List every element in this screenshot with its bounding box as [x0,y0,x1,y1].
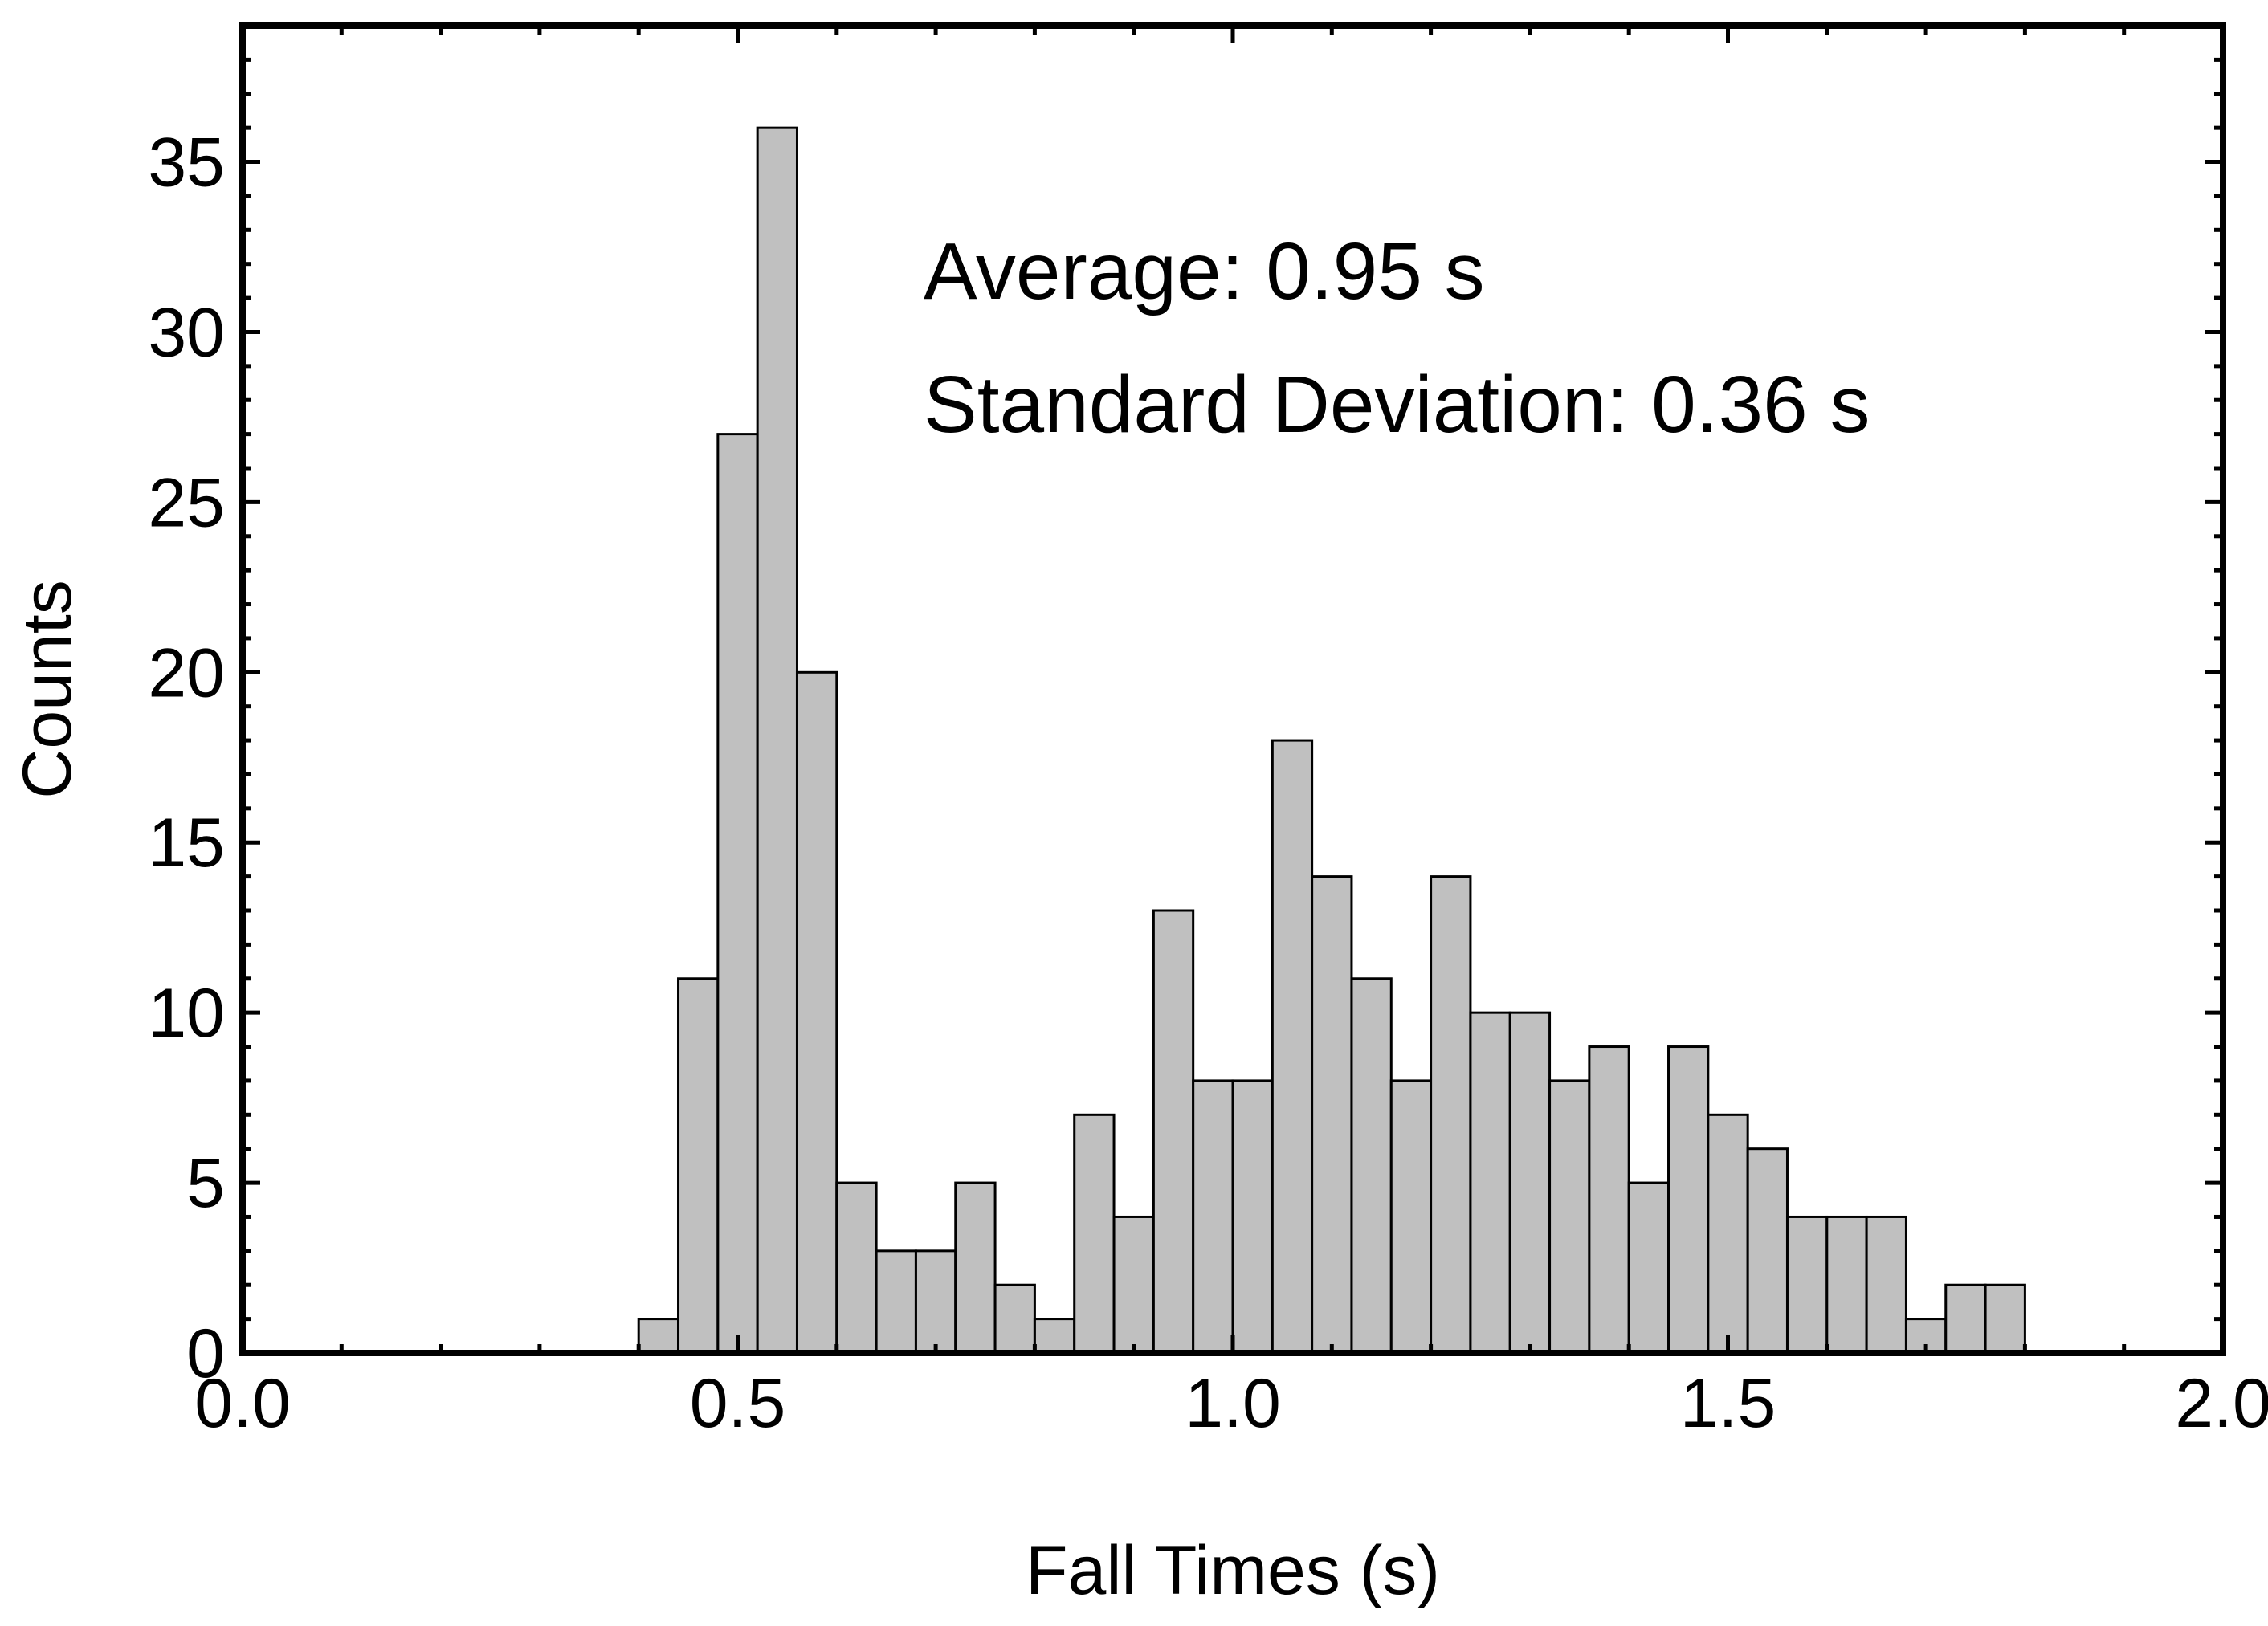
annotation-standard-deviation: Standard Deviation: 0.36 s [924,360,1870,450]
annotation-average: Average: 0.95 s [924,226,1485,316]
histogram-bar-10 [1033,1318,1076,1355]
x-tick-label: 2.0 [2175,1365,2268,1442]
histogram-bar-15 [1231,1079,1274,1355]
x-tick-label: 1.5 [1680,1365,1776,1442]
histogram-bar-25 [1627,1181,1670,1355]
histogram-bar-4 [795,670,838,1355]
histogram-bar-20 [1430,875,1472,1355]
histogram-bar-19 [1389,1079,1433,1355]
histogram-bar-18 [1350,977,1393,1355]
histogram-bar-5 [835,1181,878,1355]
histogram-bar-0 [637,1318,680,1355]
y-tick-label: 30 [148,294,225,371]
y-tick-label: 0 [186,1315,225,1392]
histogram-bar-13 [1152,909,1195,1355]
histogram-bar-11 [1073,1113,1116,1355]
x-tick-label: 1.0 [1185,1365,1281,1442]
bars-layer [637,126,2026,1355]
histogram-bar-33 [1944,1283,1987,1355]
histogram-bar-31 [1865,1215,1907,1355]
histogram-bar-28 [1746,1147,1789,1355]
y-tick-label: 15 [148,805,225,882]
histogram-bar-9 [993,1283,1036,1355]
histogram-bar-6 [875,1249,917,1355]
x-axis-label: Fall Times (s) [1026,1532,1440,1609]
histogram-bar-29 [1785,1215,1829,1355]
histogram-bar-34 [1984,1283,2026,1355]
y-tick-label: 35 [148,124,225,202]
histogram-bar-14 [1192,1079,1234,1355]
histogram-bar-7 [914,1249,957,1355]
x-tick-label: 0.0 [194,1365,291,1442]
y-tick-label: 20 [148,634,225,711]
y-tick-label: 25 [148,464,225,541]
histogram-bar-21 [1469,1011,1511,1355]
histogram-bar-23 [1548,1079,1591,1355]
histogram-bar-24 [1588,1045,1630,1355]
histogram-bar-2 [716,433,759,1355]
tick-labels-layer: 0.0 0.5 1.0 1.5 2.0 0 5 10 15 20 25 30 35 [148,124,2268,1442]
histogram-bar-26 [1667,1045,1710,1355]
histogram-bar-16 [1271,739,1314,1355]
y-axis-label: Counts [9,580,86,799]
histogram-bar-27 [1707,1113,1749,1355]
y-tick-label: 5 [186,1145,225,1222]
plot-frame [239,22,2226,1356]
x-tick-label: 0.5 [690,1365,786,1442]
histogram-bar-30 [1825,1215,1868,1355]
histogram-bar-3 [756,126,798,1355]
y-tick-label: 10 [148,975,225,1052]
histogram-bar-17 [1311,875,1353,1355]
histogram-bar-12 [1112,1215,1155,1355]
histogram-bar-8 [954,1181,997,1355]
histogram-bar-1 [677,977,720,1355]
histogram-bar-22 [1508,1011,1552,1355]
